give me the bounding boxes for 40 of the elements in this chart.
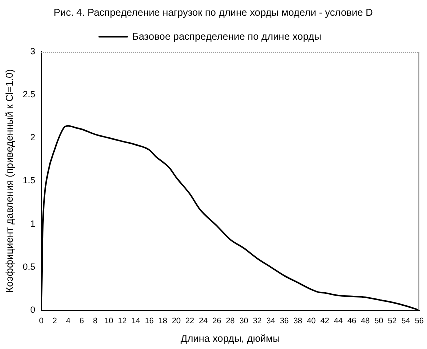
x-tick-label: 20 — [172, 316, 182, 326]
x-tick-label: 40 — [307, 316, 317, 326]
x-tick-label: 38 — [294, 316, 304, 326]
x-tick-label: 30 — [240, 316, 250, 326]
x-tick-label: 2 — [52, 316, 58, 326]
x-tick-label: 10 — [104, 316, 114, 326]
x-tick-label: 52 — [388, 316, 398, 326]
x-tick-label: 54 — [402, 316, 412, 326]
x-tick-label: 32 — [253, 316, 263, 326]
y-tick-label: 2.5 — [22, 90, 36, 100]
y-tick-label: 2 — [30, 132, 36, 143]
x-tick-label: 8 — [93, 316, 98, 326]
x-tick-label: 56 — [415, 316, 425, 326]
x-tick-label: 28 — [226, 316, 236, 326]
x-tick-label: 16 — [145, 316, 155, 326]
x-tick-label: 42 — [320, 316, 330, 326]
x-tick-label: 48 — [361, 316, 371, 326]
chart-title: Рис. 4. Распределение нагрузок по длине хорды модели - условие D — [52, 8, 374, 19]
x-tick-label: 22 — [186, 316, 196, 326]
x-tick-label: 12 — [118, 316, 128, 326]
y-tick-label: 3 — [30, 46, 36, 56]
x-tick-label: 50 — [374, 316, 384, 326]
legend-label: Базовое распределение по длине хорды — [132, 32, 322, 43]
y-tick-label: 1 — [30, 218, 36, 229]
x-tick-label: 24 — [199, 316, 209, 326]
y-tick-label: 0 — [30, 304, 36, 315]
x-tick-label: 0 — [39, 316, 44, 326]
x-tick-label: 26 — [212, 316, 222, 326]
y-axis-title: Коэффициент давления (приведенный к Cl=1.0) — [4, 69, 16, 293]
x-tick-label: 6 — [80, 316, 85, 326]
x-tick-label: 44 — [334, 316, 344, 326]
x-tick-label: 34 — [266, 316, 276, 326]
x-tick-label: 18 — [158, 316, 168, 326]
x-tick-label: 46 — [348, 316, 358, 326]
x-tick-label: 36 — [280, 316, 290, 326]
x-tick-label: 4 — [66, 316, 72, 326]
y-tick-label: 0.5 — [22, 262, 36, 272]
x-axis-title: Длина хорды, дюймы — [180, 334, 280, 345]
x-tick-label: 14 — [132, 316, 142, 326]
y-tick-label: 1.5 — [22, 176, 36, 186]
